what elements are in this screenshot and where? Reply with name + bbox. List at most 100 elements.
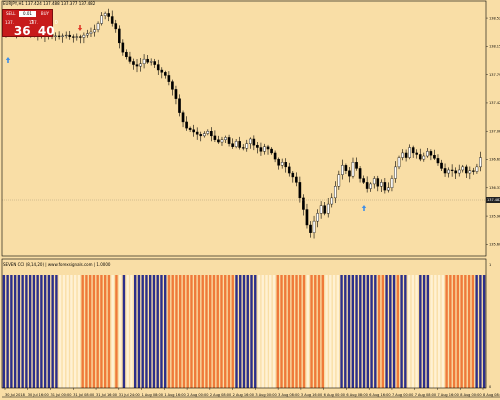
one-click-trading-panel[interactable]: SELL 0.01 BUY 137.367 137.400	[2, 9, 58, 38]
histogram-bar	[118, 275, 122, 388]
candle-body	[192, 129, 195, 133]
candle-body	[89, 31, 93, 34]
candle-body	[273, 152, 277, 160]
indicator-panel[interactable]	[2, 275, 486, 388]
candle-body	[358, 168, 362, 179]
candle-body	[96, 23, 100, 30]
histogram-bar	[434, 275, 437, 388]
histogram-bar	[377, 275, 381, 388]
histogram-bar	[325, 275, 328, 388]
histogram-bar	[164, 275, 167, 388]
histogram-bar	[190, 275, 193, 388]
histogram-bar	[28, 275, 32, 388]
price-tick-label: 137.060	[489, 129, 500, 133]
histogram-bar	[396, 275, 400, 388]
time-tick-label: 3 Aug 16:00	[301, 393, 322, 397]
histogram-bar	[21, 275, 24, 388]
histogram-bar	[317, 275, 321, 388]
time-tick-label: 7 Aug 16:00	[437, 393, 458, 397]
buy-button[interactable]: BUY	[40, 11, 49, 16]
histogram-bar	[250, 275, 253, 388]
sell-button[interactable]: SELL	[6, 11, 16, 16]
histogram-bar	[55, 275, 58, 388]
candle-body	[429, 151, 433, 156]
histogram-bar	[137, 275, 141, 388]
candle-body	[142, 58, 146, 65]
histogram-bar	[6, 275, 9, 388]
candle-body	[468, 170, 472, 174]
histogram-bar	[276, 275, 279, 388]
price-tick-label: 138.155	[489, 45, 500, 49]
candle-body	[408, 147, 411, 158]
histogram-bar	[299, 275, 302, 388]
price-tick-label: 136.695	[489, 158, 500, 162]
candle-body	[454, 170, 457, 174]
candle-body	[461, 166, 465, 171]
histogram-bar	[36, 275, 39, 388]
time-tick-label: 31 Jul 16:00	[96, 393, 117, 397]
candle-body	[100, 15, 103, 24]
candle-body	[217, 139, 220, 143]
candle-body	[199, 134, 203, 137]
histogram-bar	[10, 275, 13, 388]
histogram-bar	[269, 275, 272, 388]
time-tick-label: 30 Jul 2018	[5, 393, 25, 397]
candle-body	[330, 197, 334, 205]
histogram-bar	[231, 275, 234, 388]
candle-body	[411, 147, 415, 154]
candle-body	[156, 64, 160, 71]
candle-body	[153, 61, 157, 65]
histogram-bar	[179, 275, 182, 388]
histogram-bar	[336, 275, 339, 388]
candle-body	[238, 141, 241, 148]
histogram-bar	[13, 275, 17, 388]
histogram-bar	[58, 275, 62, 388]
candle-body	[241, 147, 245, 149]
candle-body	[107, 13, 110, 17]
candle-body	[71, 36, 75, 38]
histogram-bar	[359, 275, 362, 388]
histogram-bar	[25, 275, 28, 388]
sell-arrow-icon	[77, 25, 83, 31]
candle-body	[323, 205, 326, 214]
price-panel-frame	[1, 0, 487, 257]
lot-size-field[interactable]: 0.01	[19, 11, 36, 17]
candle-body	[479, 157, 482, 168]
time-tick-label: 7 Aug 00:00	[392, 393, 413, 397]
histogram-bar	[235, 275, 238, 388]
bid-price[interactable]: 137.367	[5, 20, 34, 38]
histogram-bar	[224, 275, 227, 388]
candle-body	[355, 162, 358, 169]
histogram-bar	[310, 275, 313, 388]
histogram-bar	[456, 275, 460, 388]
histogram-bar	[482, 275, 486, 388]
time-tick-label: 31 Jul 08:00	[73, 393, 94, 397]
candle-body	[390, 178, 394, 189]
histogram-bar	[280, 275, 283, 388]
candle-body	[54, 35, 57, 37]
histogram-bar	[149, 275, 152, 388]
candle-body	[149, 61, 153, 63]
candle-body	[433, 155, 436, 159]
time-tick-label: 31 Jul 24:00	[119, 393, 140, 397]
candle-body	[125, 51, 128, 58]
time-tick-label: 2 Aug 00:00	[187, 393, 208, 397]
candle-body	[426, 151, 429, 157]
candle-body	[135, 64, 139, 67]
histogram-bar	[374, 275, 377, 388]
candle-body	[245, 143, 249, 149]
candle-body	[457, 169, 461, 174]
histogram-bar	[426, 275, 430, 388]
histogram-bar	[220, 275, 223, 388]
candle-body	[178, 98, 181, 113]
candle-body	[224, 137, 227, 140]
histogram-bar	[66, 275, 69, 388]
histogram-bar	[479, 275, 482, 388]
histogram-bar	[246, 275, 249, 388]
histogram-bar	[332, 275, 336, 388]
histogram-bar	[216, 275, 219, 388]
candle-body	[387, 187, 390, 191]
candle-body	[188, 127, 192, 130]
ask-price[interactable]: 137.400	[29, 20, 58, 38]
